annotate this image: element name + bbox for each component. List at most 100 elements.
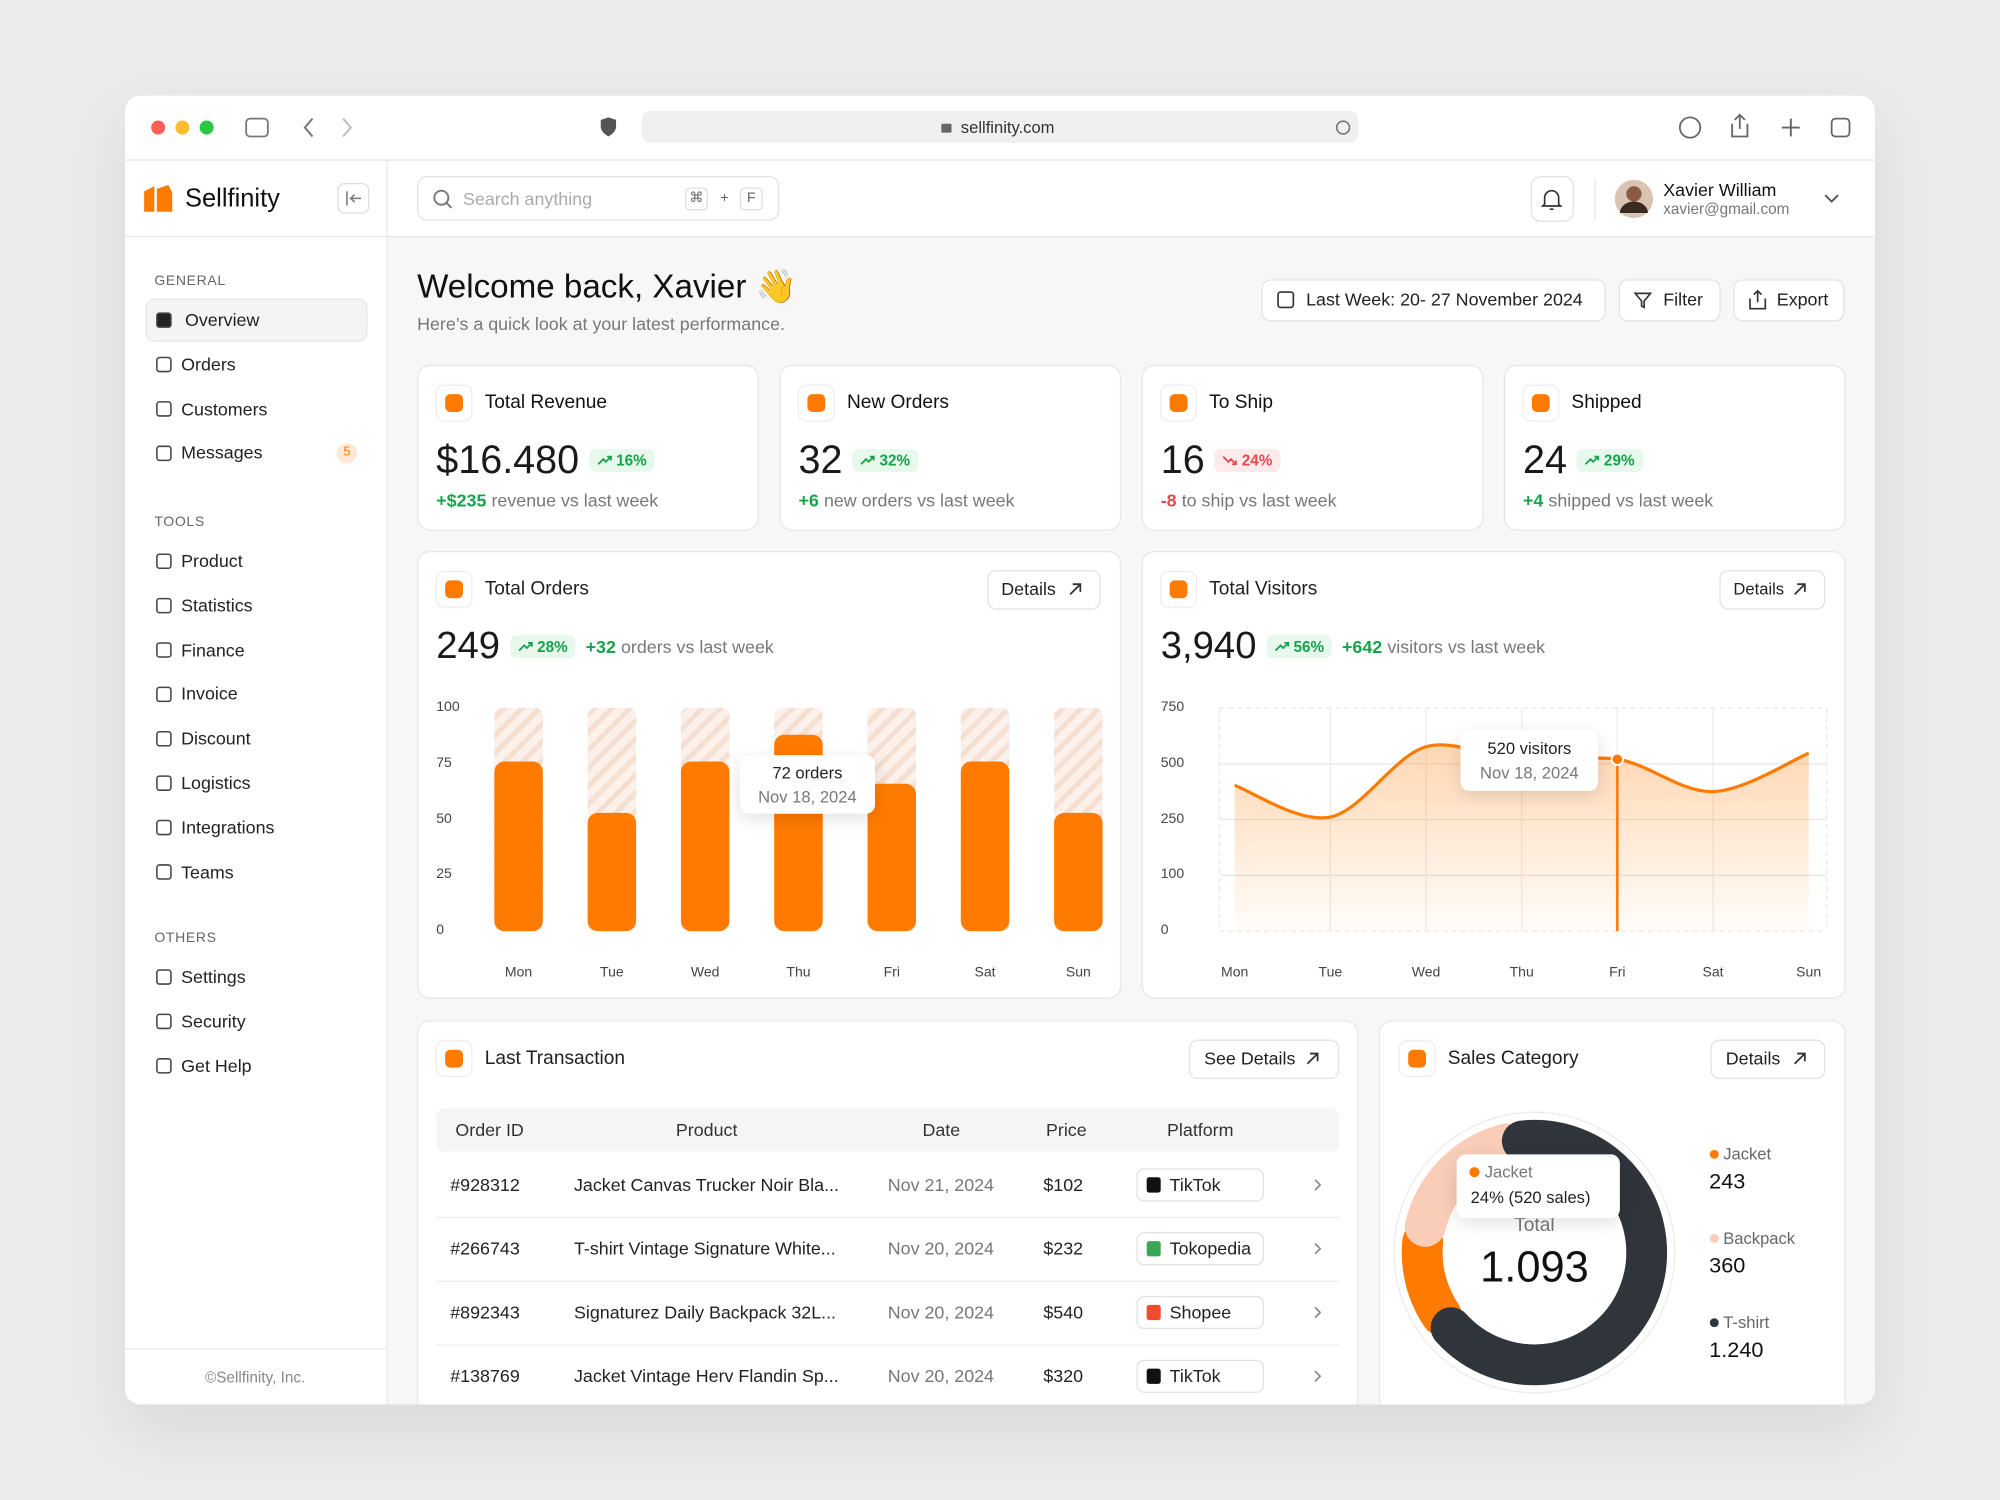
change-value: 28%: [537, 637, 568, 656]
card-icon: [445, 394, 464, 412]
row-chevron[interactable]: [1314, 1243, 1322, 1255]
date-range[interactable]: Last Week: 20- 27 November 2024: [1306, 289, 1583, 310]
row-chevron[interactable]: [1314, 1179, 1322, 1191]
forward-icon[interactable]: [342, 117, 353, 138]
stat-title: Shipped: [1571, 391, 1642, 414]
traffic-light[interactable]: [151, 120, 166, 135]
export-button[interactable]: [1733, 279, 1845, 322]
reload-icon[interactable]: [1335, 120, 1351, 135]
metric-value: 3,940: [1160, 624, 1257, 668]
traffic-light[interactable]: [199, 120, 214, 135]
key: [739, 187, 763, 211]
change-pill: 16%: [589, 448, 655, 472]
x-tick-label: Fri: [883, 964, 900, 981]
note: to ship vs last week: [1181, 489, 1337, 511]
orders-details-button[interactable]: [987, 570, 1101, 610]
url[interactable]: sellfinity.com: [960, 117, 1055, 137]
table-cell: #928312: [450, 1174, 520, 1195]
nav-item[interactable]: Logistics: [181, 772, 251, 793]
url-bar[interactable]: [641, 110, 1359, 143]
note-row: +$235 revenue vs last week: [436, 490, 658, 513]
new-tab-icon[interactable]: [1781, 118, 1800, 137]
nav-item[interactable]: Messages: [181, 442, 263, 464]
nav-item[interactable]: Security: [181, 1010, 246, 1032]
details-label[interactable]: Details: [1733, 579, 1785, 599]
change-value: 16%: [616, 451, 647, 470]
export-label[interactable]: Export: [1776, 289, 1829, 310]
search-box[interactable]: [417, 176, 780, 221]
legend-value: 1.240: [1709, 1337, 1764, 1362]
legend-label: Backpack: [1723, 1228, 1796, 1248]
table-cell: Jacket Vintage Herv Flandin Sp...: [573, 1365, 839, 1386]
value-row: 3,940 56% +642 visitors vs last week: [1161, 625, 1545, 668]
active-nav[interactable]: [145, 298, 368, 342]
metric-value: 24: [1522, 437, 1567, 483]
nav-item[interactable]: Finance: [181, 639, 245, 660]
filter-icon: [1633, 292, 1653, 309]
platform-icon: [1146, 1177, 1161, 1193]
row-chevron[interactable]: [1314, 1370, 1322, 1382]
table-cell: Tokopedia: [1169, 1238, 1252, 1259]
search-placeholder[interactable]: Search anything: [463, 188, 593, 209]
filter-label[interactable]: Filter: [1663, 289, 1703, 310]
table-cell: TikTok: [1169, 1365, 1221, 1386]
card-title: Total Visitors: [1209, 577, 1318, 600]
value-row: 24 29%: [1522, 437, 1643, 483]
user-menu-chevron[interactable]: [1824, 194, 1839, 203]
visitors-details-button[interactable]: [1719, 570, 1826, 610]
nav-item[interactable]: Customers: [181, 398, 268, 419]
notification-button[interactable]: [1530, 176, 1574, 222]
nav-item[interactable]: Overview: [184, 309, 260, 330]
row-chevron[interactable]: [1314, 1306, 1322, 1319]
section-title: TOOLS: [154, 514, 205, 530]
change-value: 24%: [1241, 451, 1273, 470]
nav-item[interactable]: Integrations: [181, 816, 275, 838]
details-label[interactable]: See Details: [1204, 1047, 1296, 1069]
legend-dot: [1709, 1149, 1719, 1159]
nav-item[interactable]: Get Help: [181, 1055, 252, 1076]
nav-icon: [156, 642, 172, 658]
platform-pill: [1136, 1232, 1265, 1266]
nav-icon: [156, 312, 172, 328]
card-title: Last Transaction: [484, 1047, 626, 1069]
welcome-title: Welcome back, Xavier 👋: [417, 267, 797, 306]
sidebar-toggle-icon[interactable]: [245, 117, 269, 138]
hover-point: [1610, 752, 1625, 766]
nav-item[interactable]: Invoice: [181, 683, 238, 705]
nav-item[interactable]: Orders: [181, 353, 236, 375]
change-value: 56%: [1293, 637, 1325, 656]
nav-item[interactable]: Statistics: [181, 594, 253, 616]
share-icon[interactable]: [1731, 113, 1749, 138]
user-name: Xavier William: [1663, 179, 1777, 200]
tabs-icon[interactable]: [1830, 117, 1851, 138]
column-header: Order ID: [455, 1119, 524, 1140]
trend-icon: [1585, 455, 1600, 465]
nav-item[interactable]: Settings: [181, 966, 246, 987]
nav-item[interactable]: Product: [181, 550, 243, 571]
nav-icon: [156, 553, 172, 570]
legend-dot: [1709, 1318, 1719, 1328]
nav-item[interactable]: Discount: [181, 728, 251, 749]
details-label[interactable]: Details: [1001, 578, 1056, 599]
date-button[interactable]: [1261, 279, 1606, 322]
details-label[interactable]: Details: [1725, 1047, 1781, 1069]
sales-details-button[interactable]: [1710, 1039, 1826, 1080]
nav-item[interactable]: Teams: [181, 861, 234, 882]
download-icon[interactable]: [1678, 116, 1702, 139]
y-tick-label: 75: [436, 755, 452, 771]
metric-value: $16.480: [436, 437, 580, 483]
y-tick-label: 750: [1160, 699, 1185, 715]
back-icon[interactable]: [303, 117, 314, 138]
trend-icon-path: [1274, 641, 1290, 652]
transaction-details-button[interactable]: [1188, 1039, 1340, 1080]
filter-button[interactable]: [1618, 279, 1721, 322]
platform-pill: [1136, 1295, 1265, 1330]
card-icon: [807, 394, 826, 412]
bar: [867, 783, 916, 932]
value-row: 16 24%: [1161, 437, 1280, 483]
traffic-light[interactable]: [175, 120, 190, 135]
nav-badge: [336, 443, 358, 464]
user-email: xavier@gmail.com: [1663, 200, 1790, 218]
table-cell: Nov 20, 2024: [887, 1365, 995, 1386]
